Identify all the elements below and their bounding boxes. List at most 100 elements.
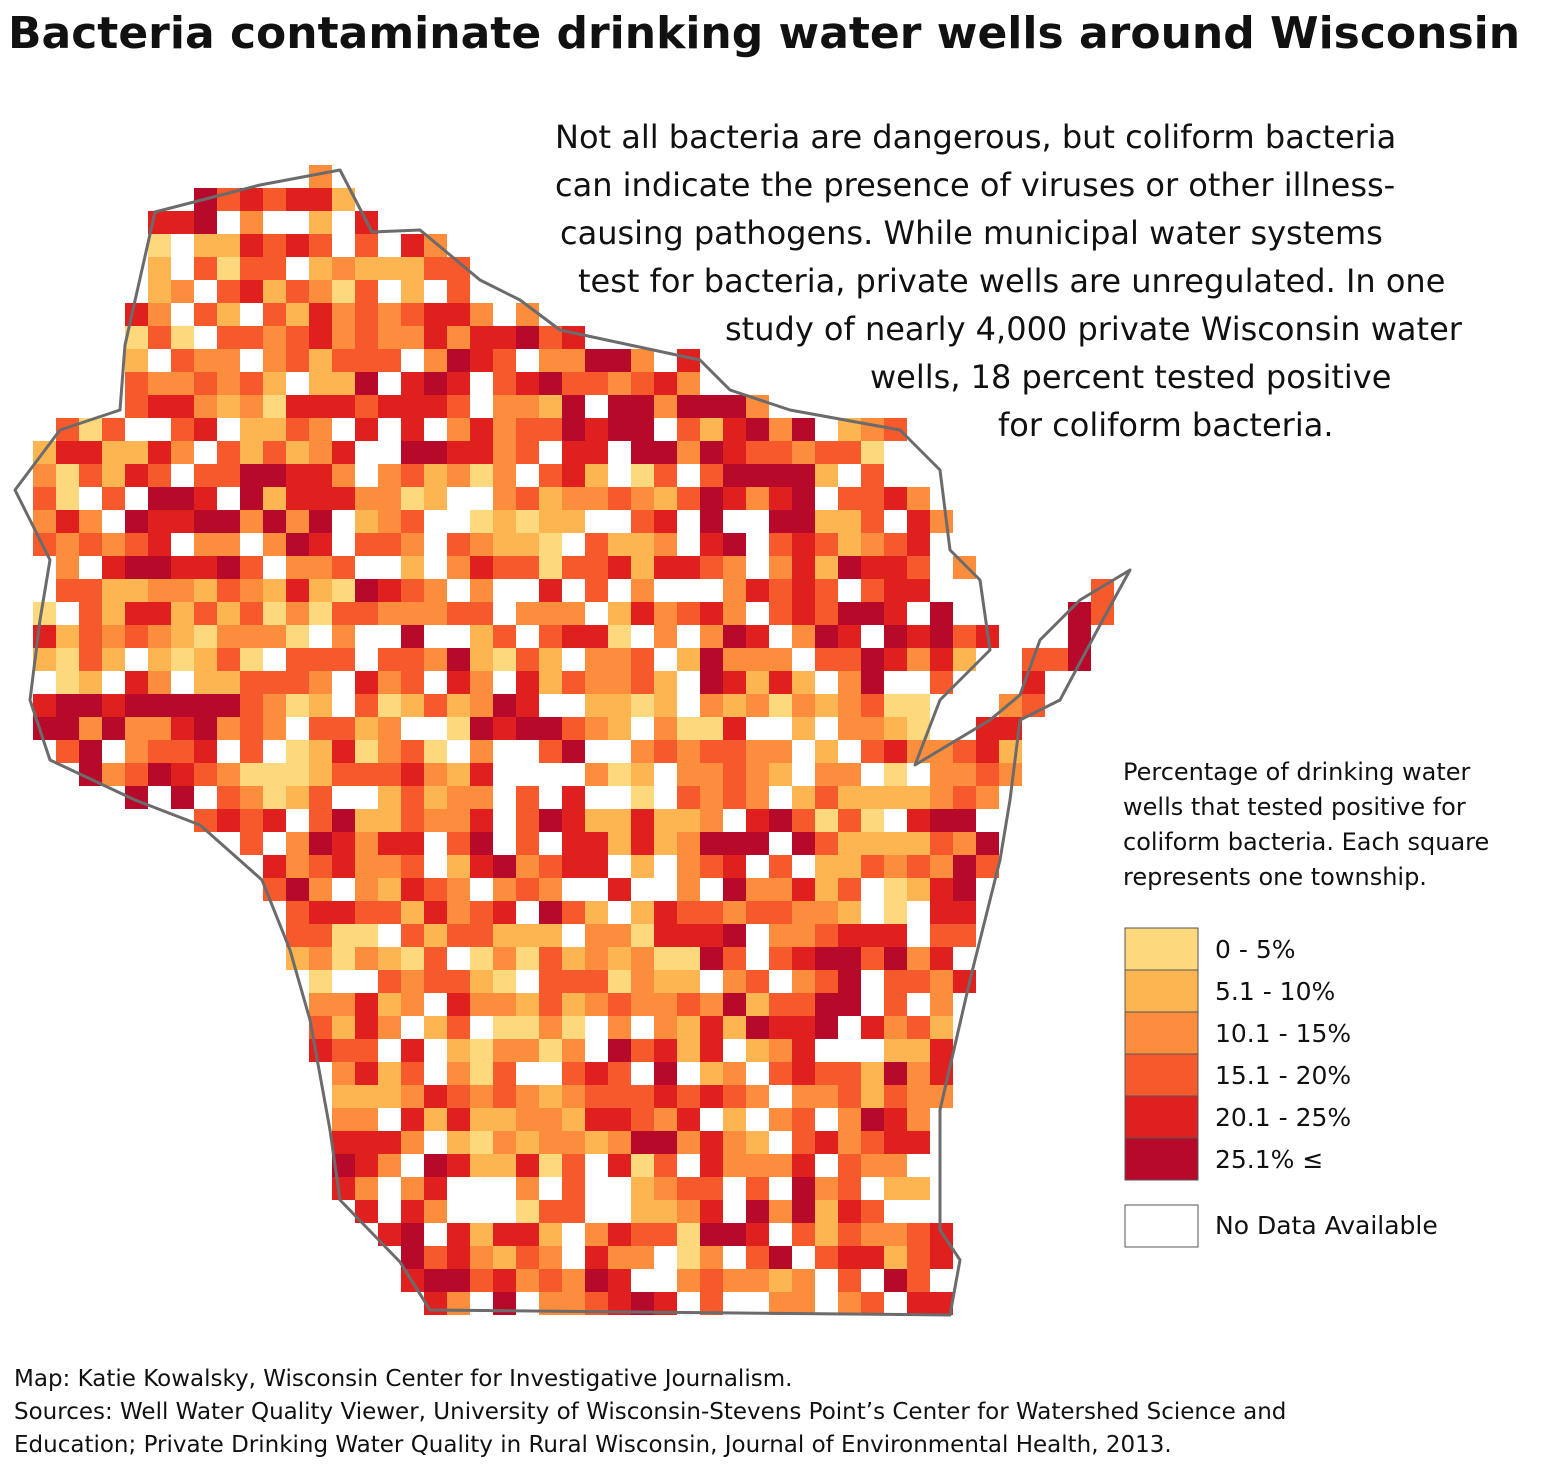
township-cell bbox=[401, 372, 424, 395]
township-cell bbox=[355, 1177, 378, 1200]
township-cell bbox=[884, 1131, 907, 1154]
township-cell bbox=[884, 924, 907, 947]
township-cell bbox=[930, 901, 953, 924]
township-cell bbox=[378, 970, 401, 993]
township-cell bbox=[470, 970, 493, 993]
township-cell bbox=[286, 487, 309, 510]
township-cell bbox=[493, 993, 516, 1016]
township-cell bbox=[907, 1039, 930, 1062]
township-cell bbox=[815, 901, 838, 924]
township-cell bbox=[792, 1085, 815, 1108]
township-cell bbox=[585, 924, 608, 947]
township-cell bbox=[861, 602, 884, 625]
township-cell bbox=[953, 855, 976, 878]
township-cell bbox=[470, 1269, 493, 1292]
township-cell bbox=[585, 1108, 608, 1131]
township-cell bbox=[838, 1223, 861, 1246]
township-cell bbox=[240, 441, 263, 464]
township-cell bbox=[263, 763, 286, 786]
township-cell bbox=[493, 418, 516, 441]
township-cell bbox=[815, 1246, 838, 1269]
township-cell bbox=[907, 855, 930, 878]
township-cell bbox=[332, 1154, 355, 1177]
township-cell bbox=[378, 763, 401, 786]
township-cell bbox=[493, 855, 516, 878]
township-cell bbox=[769, 533, 792, 556]
township-cell bbox=[217, 786, 240, 809]
township-cell bbox=[470, 602, 493, 625]
township-cell bbox=[286, 395, 309, 418]
township-cell bbox=[792, 786, 815, 809]
township-cell bbox=[953, 786, 976, 809]
township-cell bbox=[608, 1292, 631, 1315]
legend-title: wells that tested positive for bbox=[1123, 793, 1466, 821]
township-cell bbox=[263, 625, 286, 648]
township-cell bbox=[792, 671, 815, 694]
township-cell bbox=[378, 786, 401, 809]
township-cell bbox=[401, 970, 424, 993]
township-cell bbox=[401, 556, 424, 579]
township-cell bbox=[792, 1223, 815, 1246]
township-cell bbox=[401, 1177, 424, 1200]
township-cell bbox=[332, 901, 355, 924]
township-cell bbox=[493, 1108, 516, 1131]
township-cell bbox=[815, 878, 838, 901]
township-cell bbox=[378, 901, 401, 924]
township-cell bbox=[608, 533, 631, 556]
township-cell bbox=[378, 395, 401, 418]
township-cell bbox=[56, 579, 79, 602]
township-cell bbox=[539, 671, 562, 694]
township-cell bbox=[309, 694, 332, 717]
township-cell bbox=[424, 464, 447, 487]
township-cell bbox=[424, 326, 447, 349]
township-cell bbox=[631, 510, 654, 533]
township-cell bbox=[401, 1246, 424, 1269]
township-cell bbox=[815, 1062, 838, 1085]
township-cell bbox=[378, 1085, 401, 1108]
township-cell bbox=[447, 1246, 470, 1269]
township-cell bbox=[585, 579, 608, 602]
township-cell bbox=[286, 832, 309, 855]
township-cell bbox=[539, 349, 562, 372]
township-cell bbox=[631, 464, 654, 487]
township-cell bbox=[631, 487, 654, 510]
township-cell bbox=[723, 901, 746, 924]
township-cell bbox=[263, 602, 286, 625]
township-cell bbox=[263, 717, 286, 740]
township-cell bbox=[263, 280, 286, 303]
township-cell bbox=[286, 924, 309, 947]
township-cell bbox=[539, 1292, 562, 1315]
township-cell bbox=[884, 1062, 907, 1085]
township-cell bbox=[769, 855, 792, 878]
township-cell bbox=[148, 648, 171, 671]
township-cell bbox=[746, 878, 769, 901]
township-cell bbox=[102, 625, 125, 648]
township-cell bbox=[562, 1177, 585, 1200]
township-cell bbox=[102, 579, 125, 602]
township-cell bbox=[930, 763, 953, 786]
township-cell bbox=[401, 1131, 424, 1154]
township-cell bbox=[769, 510, 792, 533]
township-cell bbox=[539, 1039, 562, 1062]
township-cell bbox=[516, 855, 539, 878]
township-cell bbox=[217, 763, 240, 786]
township-cell bbox=[861, 947, 884, 970]
township-cell bbox=[332, 809, 355, 832]
township-cell bbox=[286, 418, 309, 441]
township-cell bbox=[355, 993, 378, 1016]
township-cell bbox=[723, 763, 746, 786]
township-cell bbox=[654, 441, 677, 464]
township-cell bbox=[907, 533, 930, 556]
township-cell bbox=[861, 1154, 884, 1177]
township-cell bbox=[700, 694, 723, 717]
township-cell bbox=[585, 533, 608, 556]
township-cell bbox=[746, 809, 769, 832]
township-cell bbox=[194, 234, 217, 257]
township-cell bbox=[332, 717, 355, 740]
township-cell bbox=[332, 464, 355, 487]
township-cell bbox=[884, 970, 907, 993]
township-cell bbox=[56, 418, 79, 441]
township-cell bbox=[171, 717, 194, 740]
township-cell bbox=[539, 901, 562, 924]
township-cell bbox=[447, 441, 470, 464]
